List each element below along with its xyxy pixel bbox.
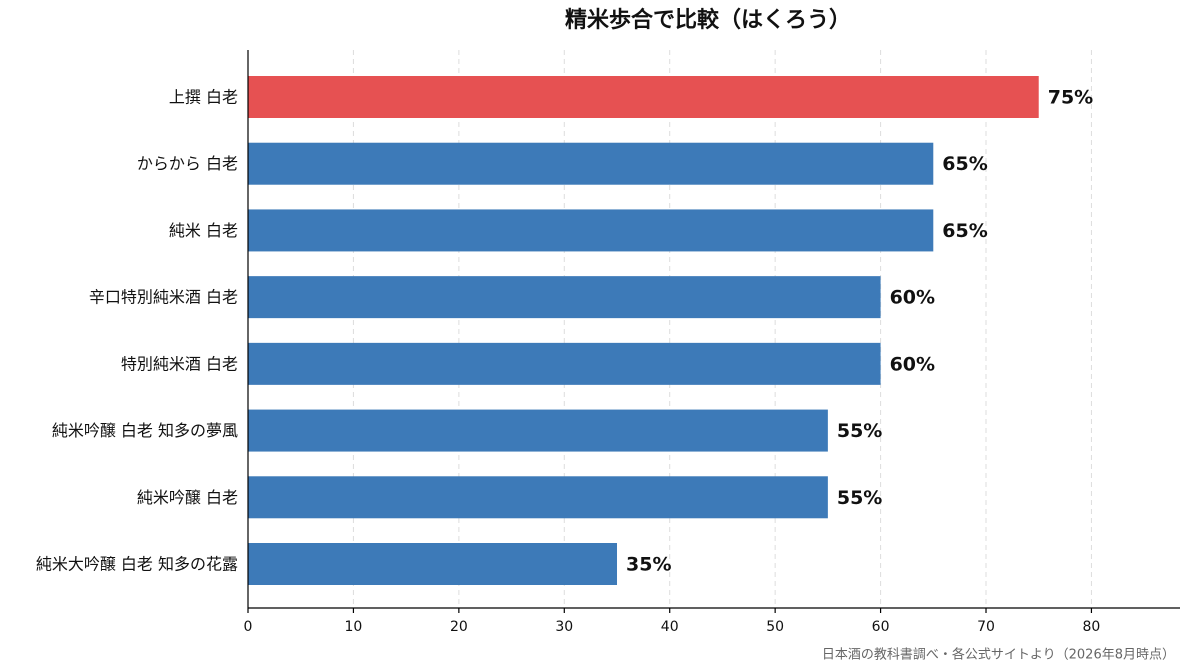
x-tick-label: 80	[1083, 619, 1101, 635]
y-tick-label: 辛口特別純米酒 白老	[89, 288, 238, 307]
x-tick-label: 60	[872, 619, 890, 635]
y-tick-label: 純米大吟醸 白老 知多の花露	[36, 555, 238, 574]
y-tick-label: 純米吟醸 白老	[137, 488, 238, 507]
bar	[248, 342, 881, 385]
value-label: 55%	[837, 487, 882, 509]
bar	[248, 276, 881, 319]
y-tick-label: からから 白老	[137, 154, 238, 173]
x-tick-label: 70	[977, 619, 995, 635]
source-note: 日本酒の教科書調べ・各公式サイトより（2026年8月時点）	[822, 647, 1175, 663]
bar	[248, 543, 618, 585]
bar	[248, 476, 828, 519]
value-label: 65%	[942, 153, 987, 175]
bar	[248, 142, 934, 185]
x-tick-label: 40	[661, 619, 679, 635]
x-tick-label: 0	[244, 619, 253, 635]
value-label: 65%	[942, 220, 987, 242]
bar	[248, 76, 1039, 118]
value-label: 35%	[626, 554, 671, 576]
x-tick-label: 20	[450, 619, 468, 635]
bar	[248, 209, 934, 252]
x-tick-label: 10	[345, 619, 363, 635]
y-tick-label: 純米 白老	[169, 221, 238, 240]
value-label: 60%	[890, 353, 935, 375]
x-tick-label: 30	[555, 619, 573, 635]
y-tick-label: 特別純米酒 白老	[121, 354, 238, 373]
y-tick-label: 純米吟醸 白老 知多の夢風	[52, 421, 238, 440]
value-label: 55%	[837, 420, 882, 442]
value-label: 60%	[890, 287, 935, 309]
chart-title: 精米歩合で比較（はくろう）	[565, 7, 851, 33]
bar	[248, 409, 828, 452]
y-tick-label: 上撰 白老	[169, 88, 238, 107]
x-tick-label: 50	[766, 619, 784, 635]
value-label: 75%	[1048, 87, 1093, 109]
